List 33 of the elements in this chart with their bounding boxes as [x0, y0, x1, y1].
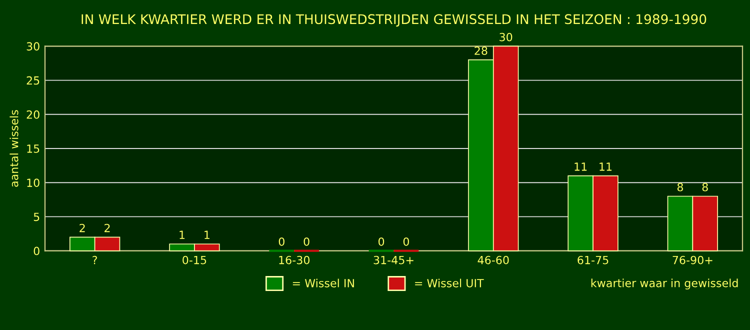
- data-label: 0: [403, 237, 409, 246]
- data-label: 28: [474, 46, 488, 55]
- data-label: 11: [574, 162, 587, 171]
- y-tick-label: 10: [27, 178, 40, 187]
- legend-label: = Wissel IN: [292, 278, 354, 288]
- y-tick-label: 30: [26, 42, 40, 51]
- y-axis-title: aantal wissels: [10, 110, 18, 187]
- y-tick-label: 15: [27, 144, 40, 153]
- data-label: 30: [500, 32, 512, 42]
- data-label: 2: [80, 224, 85, 232]
- data-label: 2: [104, 224, 110, 232]
- x-tick-label: 76-90+: [672, 256, 712, 264]
- chart-title: IN WELK KWARTIER WERD ER IN THUISWEDSTRIJDEN GEWISSELD IN HET SEIZOEN : 1989-1990: [82, 14, 706, 27]
- data-label: 1: [180, 230, 185, 239]
- x-tick-label: 31-45+: [374, 256, 414, 264]
- x-tick-label: ?: [92, 256, 97, 264]
- y-tick-label: 5: [34, 212, 40, 222]
- y-tick-label: 20: [26, 110, 40, 119]
- data-label: 0: [378, 237, 384, 246]
- data-label: 1: [204, 230, 210, 239]
- data-label: 8: [702, 182, 708, 192]
- x-tick-label: 46-60: [478, 256, 509, 264]
- x-tick-label: 0-15: [182, 256, 206, 264]
- data-label: 11: [600, 162, 612, 171]
- x-axis-title: kwartier waar in gewisseld: [591, 278, 738, 290]
- legend-label: = Wissel UIT: [415, 278, 484, 288]
- data-label: 0: [278, 237, 284, 246]
- y-tick-label: 0: [34, 246, 40, 256]
- x-tick-label: 16-30: [279, 256, 310, 264]
- y-tick-label: 25: [26, 76, 40, 85]
- data-label: 0: [304, 237, 310, 246]
- data-label: 8: [677, 182, 683, 192]
- x-tick-label: 61-75: [578, 256, 608, 264]
